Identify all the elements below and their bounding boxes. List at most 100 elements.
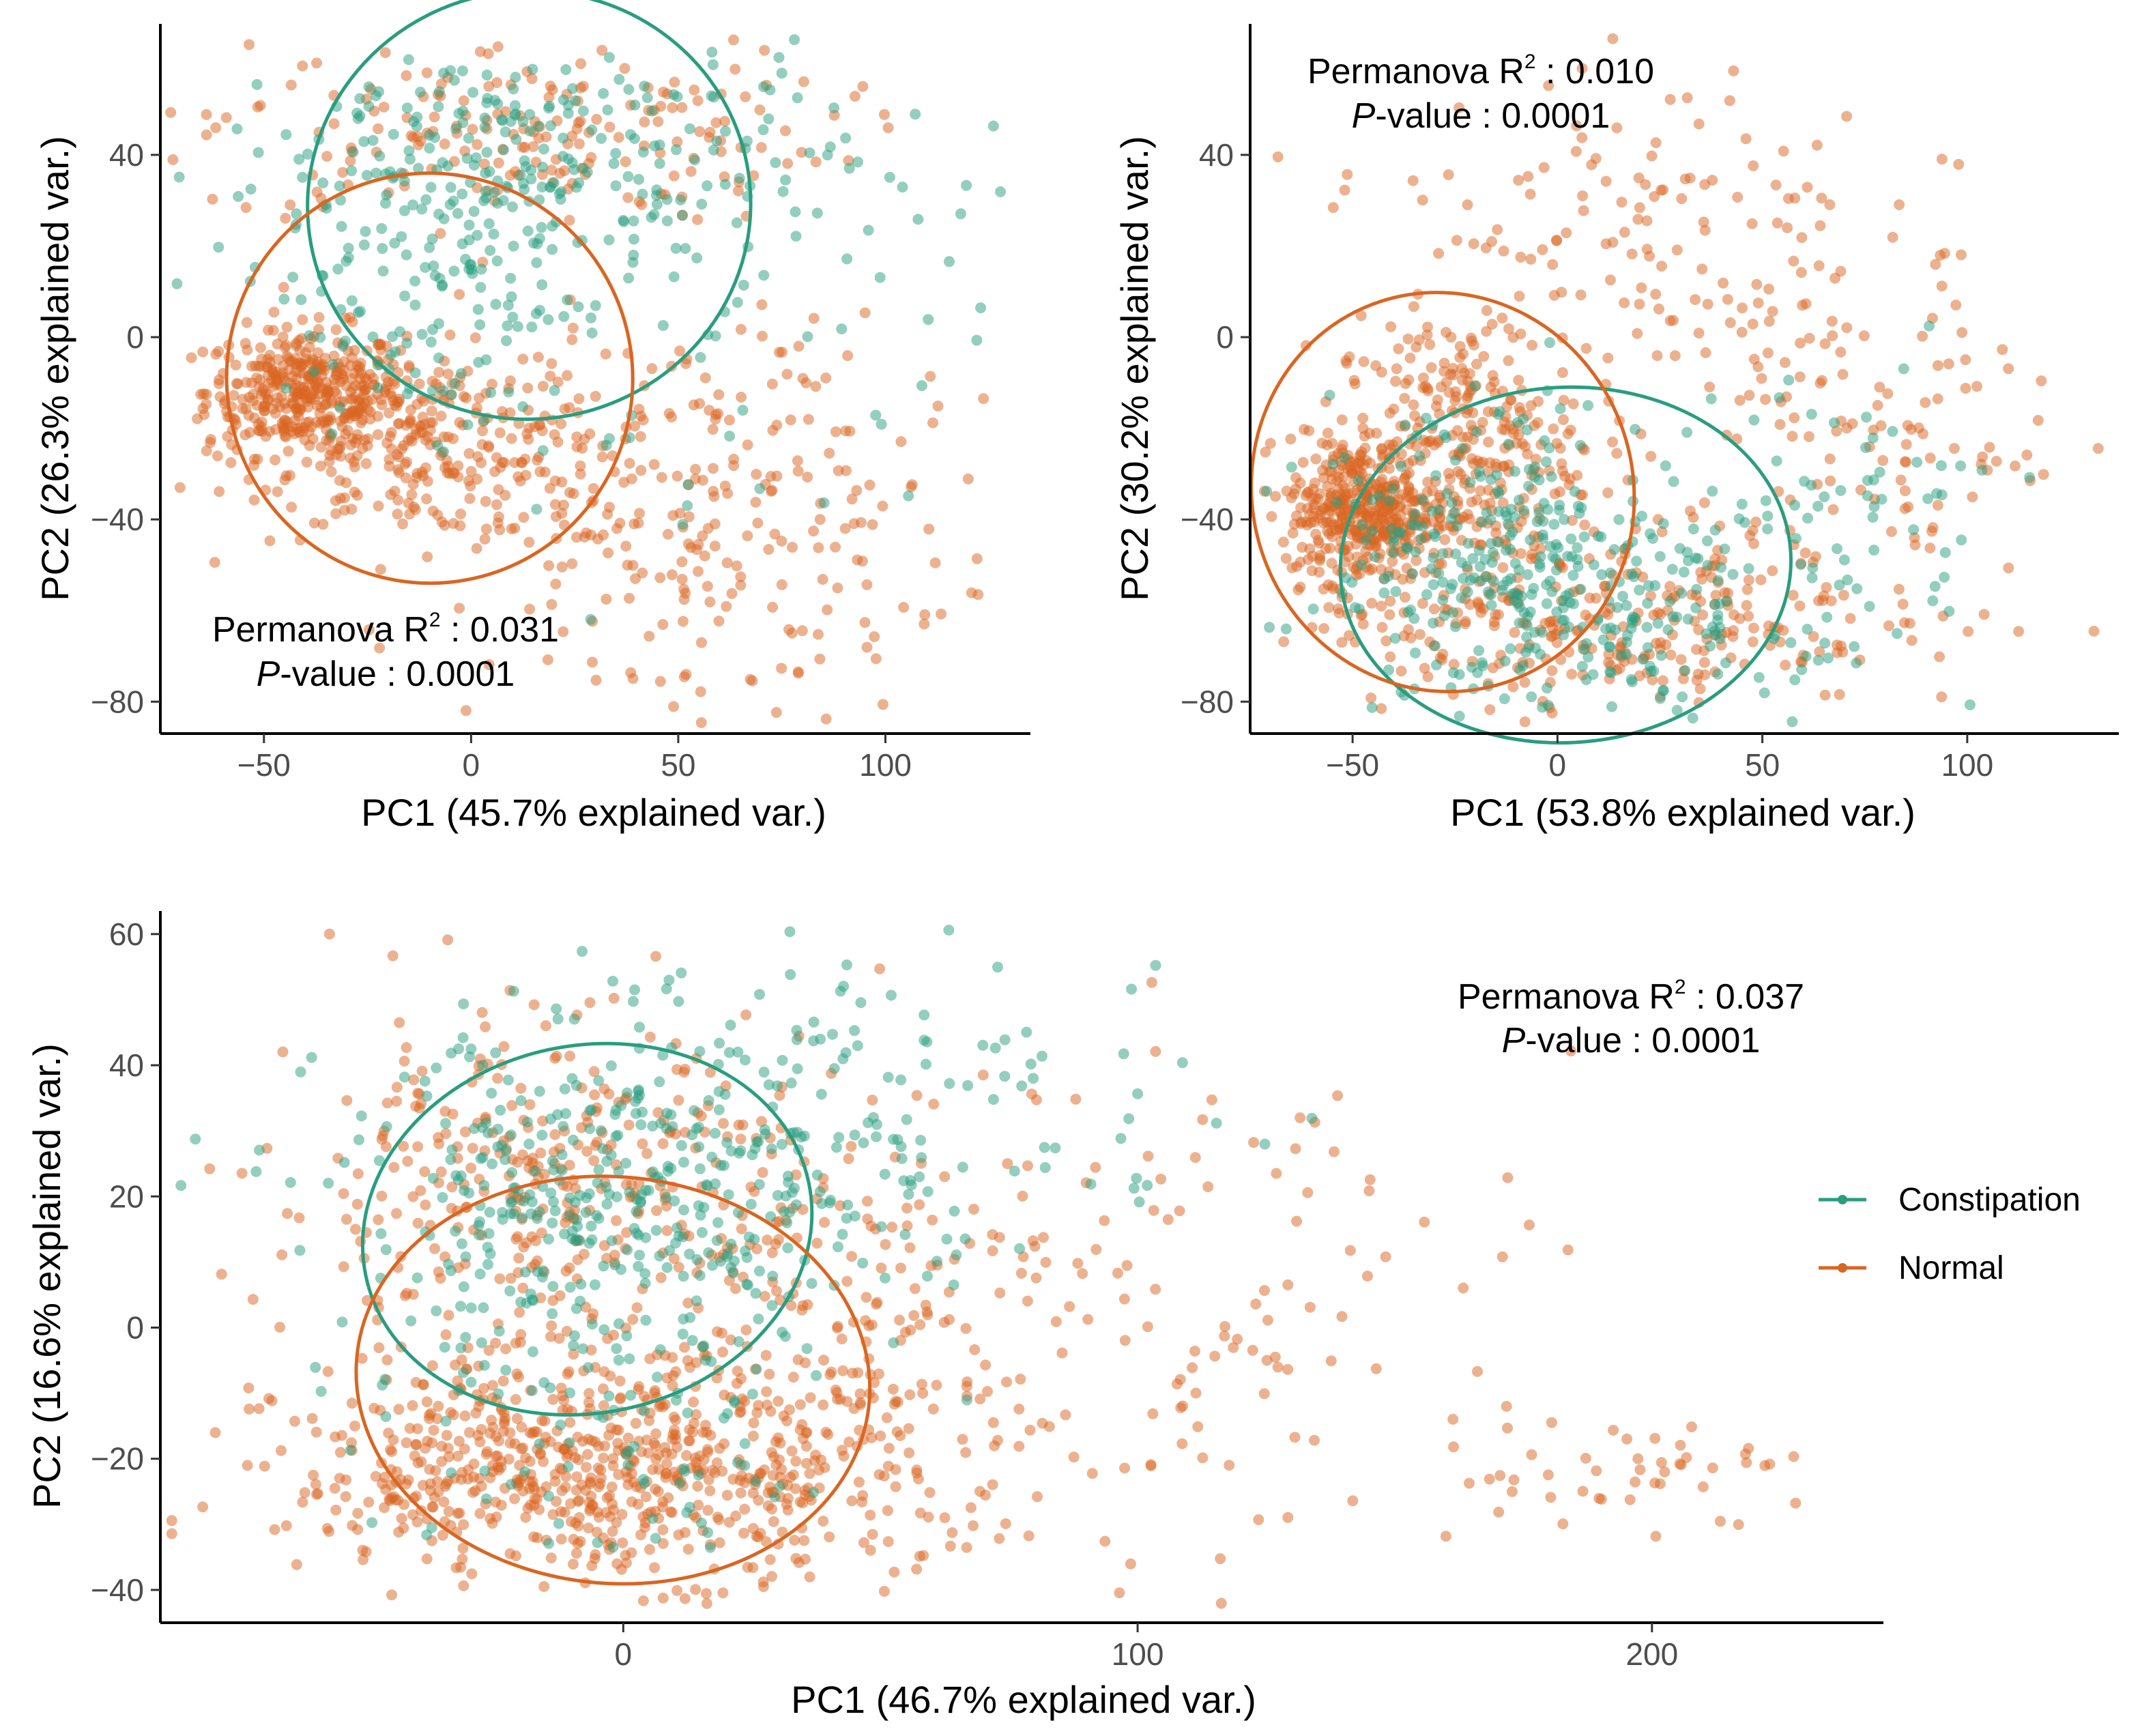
constipation-point: [595, 1125, 607, 1136]
normal-point: [690, 463, 702, 475]
normal-point: [830, 541, 841, 553]
normal-point: [713, 616, 725, 627]
normal-point: [790, 1483, 801, 1494]
normal-point: [1247, 1344, 1258, 1356]
constipation-point: [944, 256, 955, 267]
normal-point: [386, 443, 397, 454]
constipation-point: [547, 1155, 558, 1167]
constipation-point: [1526, 691, 1537, 703]
normal-point: [1570, 145, 1582, 157]
normal-point: [1336, 637, 1348, 648]
constipation-point: [1409, 508, 1421, 520]
normal-point: [1576, 63, 1588, 74]
normal-point: [334, 1447, 346, 1458]
normal-point: [458, 1580, 469, 1591]
normal-point: [1398, 630, 1410, 641]
normal-point: [877, 500, 888, 512]
constipation-point: [1410, 546, 1421, 558]
constipation-point: [1588, 559, 1600, 570]
normal-point: [622, 560, 633, 571]
constipation-point: [1554, 500, 1565, 511]
normal-point: [1376, 474, 1388, 485]
constipation-point: [1626, 676, 1638, 688]
normal-point: [1634, 1464, 1646, 1475]
normal-point: [480, 1021, 491, 1032]
normal-point: [627, 673, 639, 684]
normal-point: [751, 1243, 763, 1255]
constipation-point: [560, 1108, 571, 1119]
constipation-point: [1533, 506, 1545, 518]
constipation-point: [1664, 596, 1676, 607]
constipation-point: [1582, 651, 1594, 663]
normal-point: [576, 1122, 588, 1133]
normal-point: [728, 34, 739, 46]
normal-point: [633, 1380, 645, 1392]
normal-point: [436, 1456, 448, 1467]
constipation-point: [528, 237, 539, 249]
constipation-point: [336, 220, 347, 232]
normal-point: [1819, 689, 1831, 701]
constipation-point: [521, 1116, 533, 1128]
normal-point: [583, 1388, 595, 1399]
constipation-point: [1658, 518, 1669, 530]
normal-point: [732, 1365, 743, 1377]
normal-point: [1546, 1417, 1557, 1428]
constipation-point: [910, 108, 921, 120]
normal-point: [1787, 431, 1798, 442]
constipation-point: [558, 1120, 569, 1132]
normal-point: [1300, 340, 1312, 351]
normal-point: [867, 519, 878, 530]
constipation-point: [1705, 640, 1716, 652]
normal-point: [1895, 474, 1907, 486]
normal-point: [244, 1403, 255, 1415]
constipation-point: [1759, 687, 1770, 699]
normal-point: [690, 1584, 702, 1595]
normal-point: [428, 1425, 439, 1436]
normal-point: [818, 1355, 830, 1366]
normal-point: [492, 41, 504, 53]
normal-point: [614, 1393, 626, 1404]
normal-point: [687, 1426, 699, 1438]
normal-point: [1142, 1321, 1153, 1333]
normal-point: [660, 1469, 671, 1479]
normal-point: [166, 1528, 177, 1539]
normal-point: [701, 1597, 712, 1609]
normal-point: [1402, 333, 1414, 345]
normal-point: [992, 1434, 1004, 1446]
normal-point: [1611, 122, 1623, 134]
normal-point: [253, 1403, 265, 1415]
constipation-point: [524, 126, 536, 136]
normal-point: [994, 1287, 1006, 1299]
normal-point: [1538, 162, 1550, 173]
normal-point: [1428, 439, 1440, 451]
normal-point: [1887, 231, 1898, 243]
constipation-point: [1868, 545, 1880, 556]
constipation-point: [1280, 623, 1292, 635]
constipation-point: [1415, 533, 1427, 545]
constipation-point: [694, 1163, 706, 1174]
constipation-point: [563, 153, 574, 164]
normal-point: [775, 1294, 786, 1306]
constipation-point: [545, 181, 556, 192]
normal-point: [1681, 92, 1693, 104]
constipation-point: [723, 1189, 734, 1200]
normal-point: [384, 454, 395, 465]
normal-point: [800, 377, 812, 389]
normal-point: [515, 475, 526, 487]
constipation-point: [1674, 542, 1686, 554]
normal-point: [818, 1516, 829, 1527]
constipation-point: [1505, 543, 1516, 555]
normal-point: [1824, 199, 1836, 210]
normal-point: [1414, 628, 1426, 640]
constipation-point: [346, 295, 358, 306]
constipation-point: [1796, 664, 1808, 676]
normal-point: [1744, 390, 1755, 401]
constipation-point: [477, 1152, 489, 1163]
normal-point: [702, 1505, 714, 1516]
normal-point: [412, 1141, 424, 1153]
constipation-point: [1790, 533, 1802, 544]
normal-point: [1932, 360, 1943, 371]
constipation-point: [463, 234, 475, 246]
constipation-point: [1546, 471, 1557, 482]
normal-point: [330, 324, 342, 335]
